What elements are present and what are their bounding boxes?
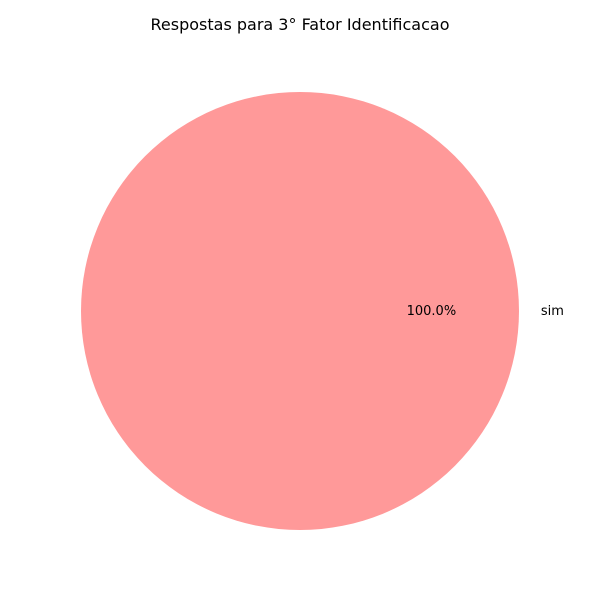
slice-percent-label: 100.0% (407, 304, 457, 319)
chart-title: Respostas para 3° Fator Identificacao (151, 15, 450, 34)
pie-labels: sim 100.0% (407, 304, 564, 319)
pie-slice-sim (81, 92, 519, 530)
pie-slices (81, 92, 519, 530)
slice-label: sim (541, 304, 564, 319)
